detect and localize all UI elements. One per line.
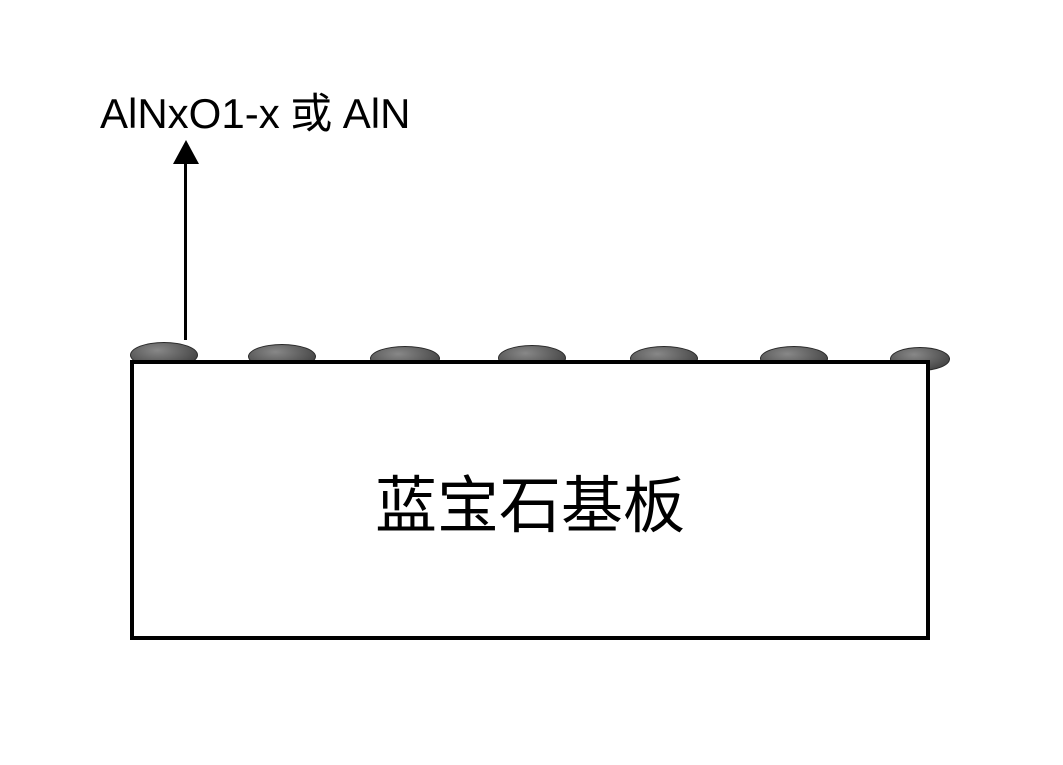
arrow-up <box>170 140 200 340</box>
diagram-container: AlNxO1-x 或 AlN 蓝宝石基板 <box>100 80 960 680</box>
connector-text: 或 <box>280 92 343 138</box>
material-label: AlNxO1-x 或 AlN <box>100 80 410 141</box>
substrate-box: 蓝宝石基板 <box>130 360 930 640</box>
substrate-label: 蓝宝石基板 <box>375 455 685 545</box>
alt-material-text: AlN <box>343 90 411 137</box>
formula-text: AlNxO1-x <box>100 90 280 137</box>
arrow-line <box>184 158 187 340</box>
